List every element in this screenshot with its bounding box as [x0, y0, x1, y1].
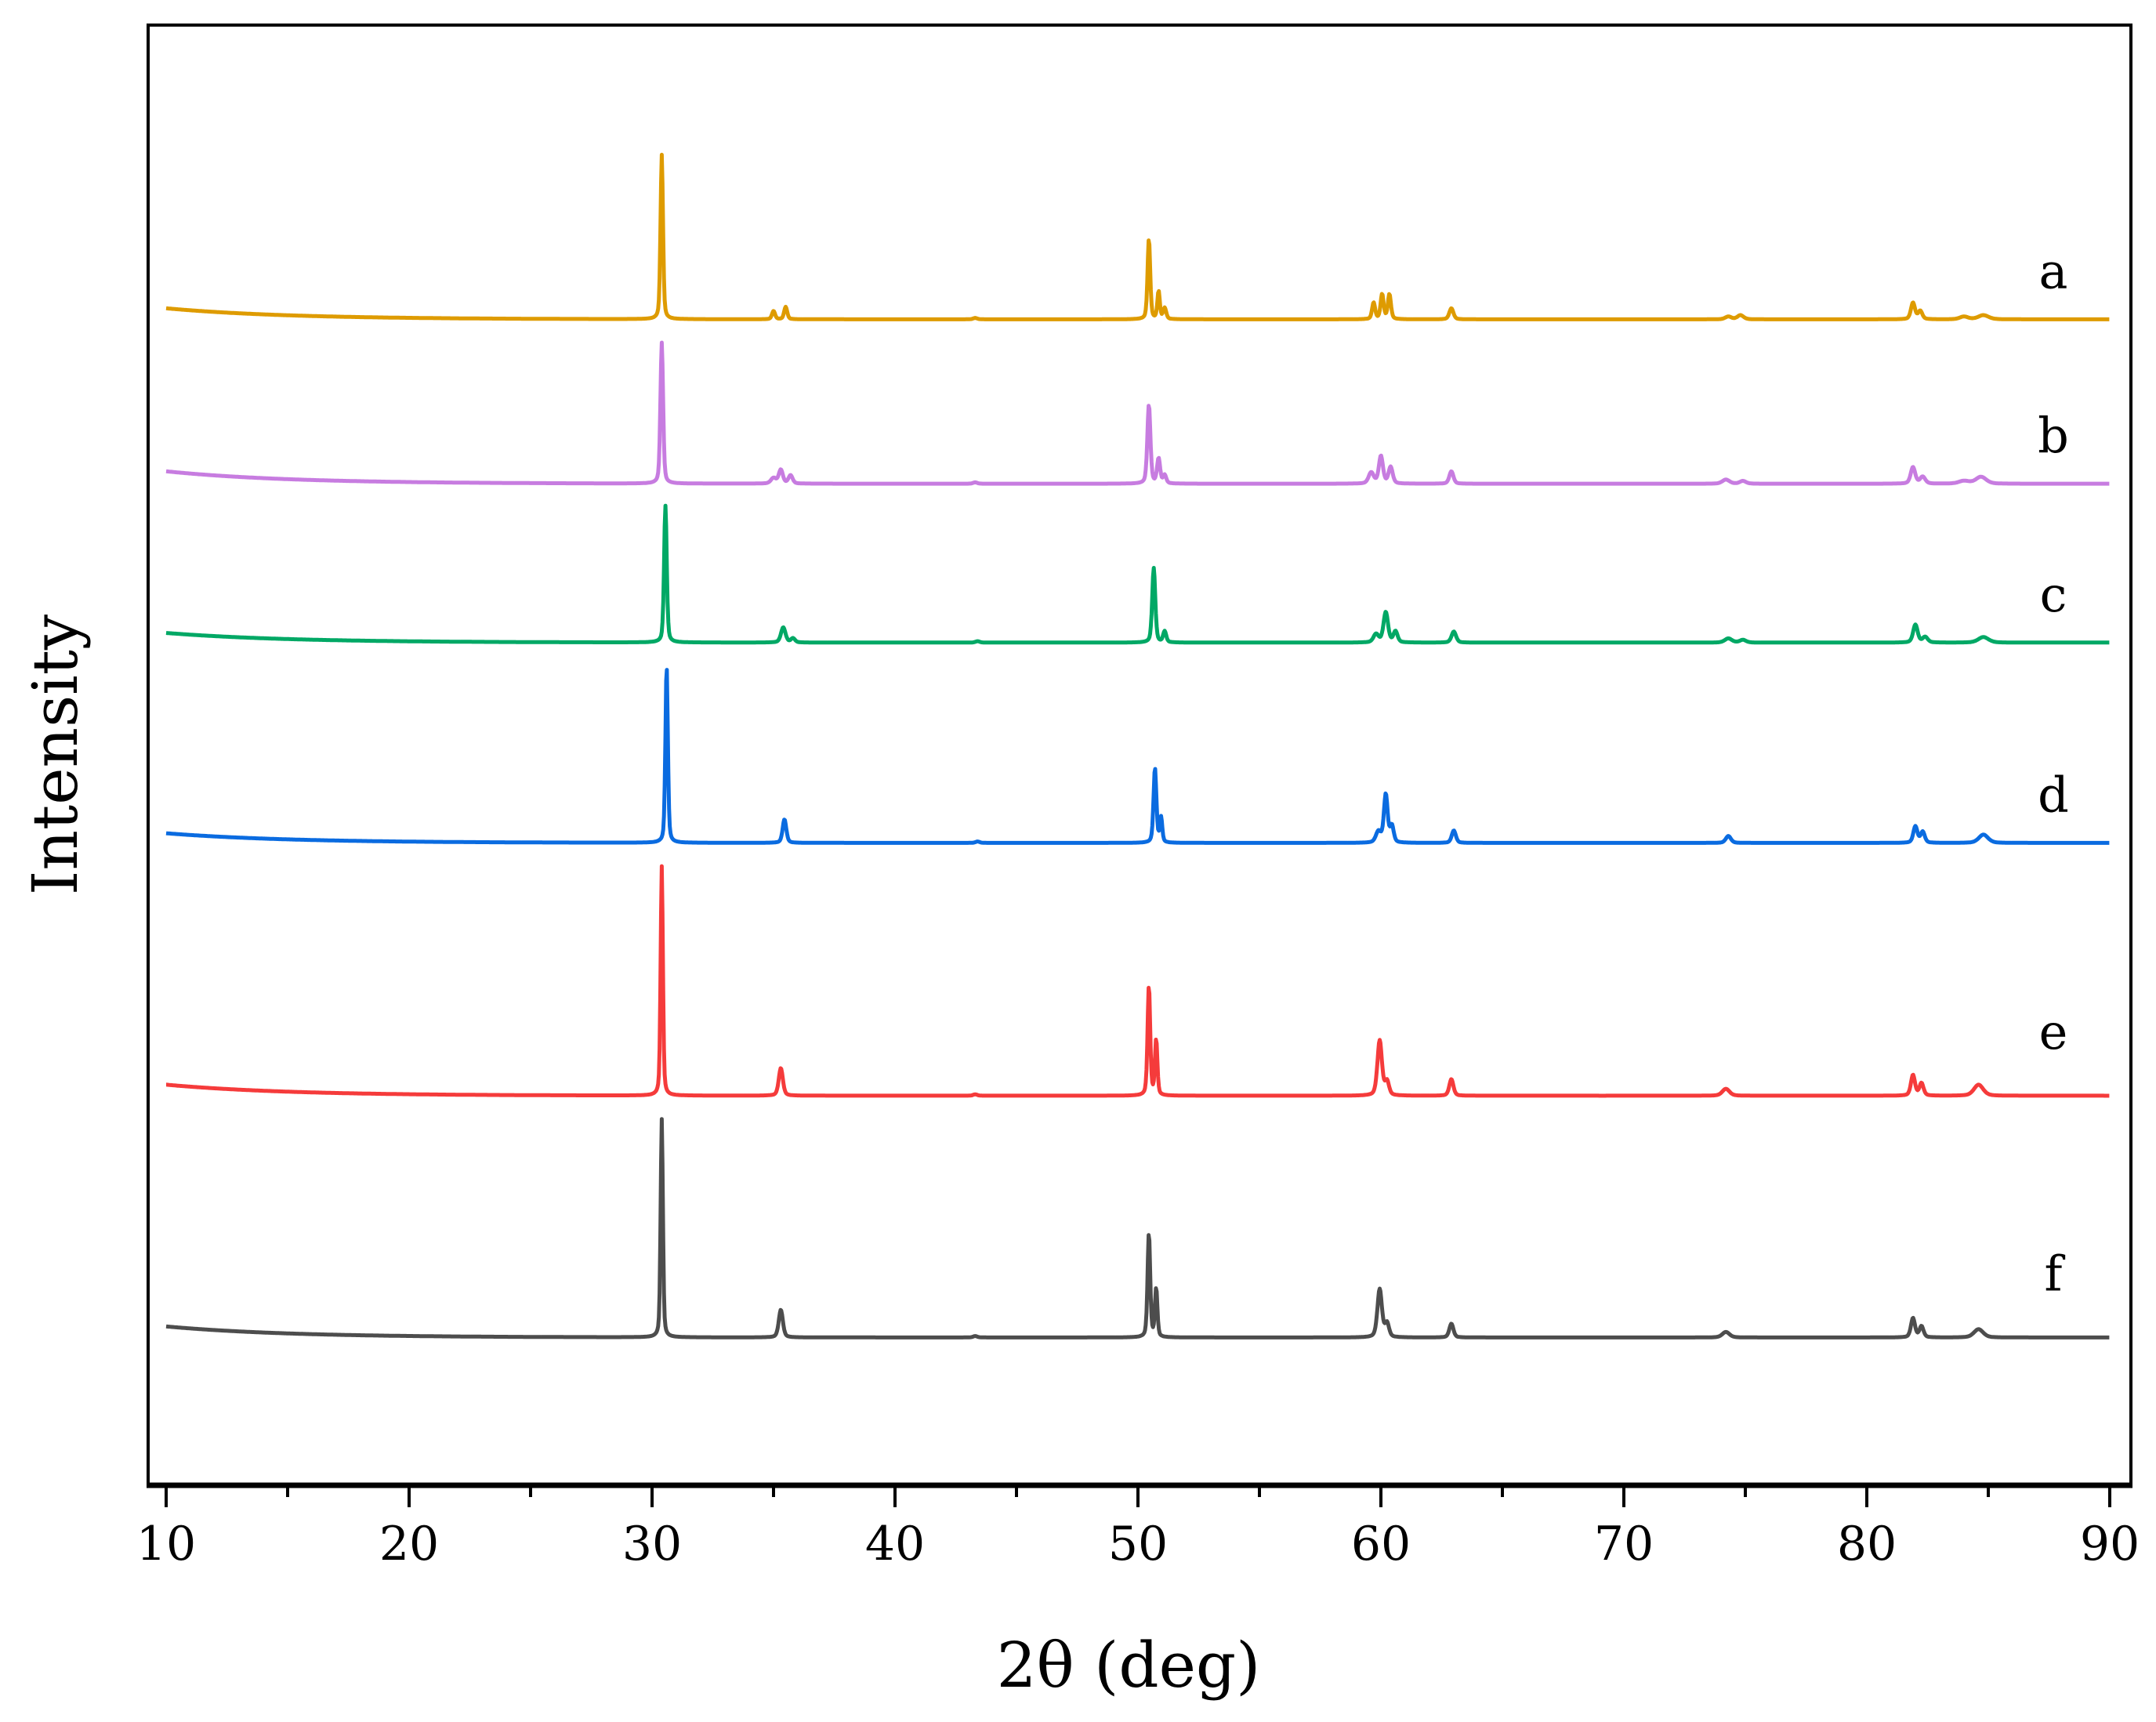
x-tick-label: 90: [2080, 1517, 2140, 1572]
series-line-a: [165, 152, 2111, 321]
plot-frame: [147, 24, 2132, 1487]
x-ticks: 10 20 30 40 50 60 70 80 90: [136, 1485, 2140, 1572]
series-line-b: [165, 340, 2111, 486]
series-label-a: a: [2039, 242, 2068, 299]
y-axis-title: Intensity: [19, 614, 92, 895]
x-tick-label: 70: [1594, 1517, 1654, 1572]
x-tick-label: 80: [1837, 1517, 1897, 1572]
series-line-d: [165, 668, 2111, 845]
x-tick-label: 40: [865, 1517, 925, 1572]
x-tick-label: 60: [1351, 1517, 1411, 1572]
series-layer: [165, 152, 2111, 1340]
x-axis-title: 2θ (deg): [997, 1629, 1261, 1702]
x-tick-label: 20: [379, 1517, 439, 1572]
x-tick-label: 30: [622, 1517, 682, 1572]
x-tick-label: 10: [136, 1517, 196, 1572]
x-tick-label: 50: [1108, 1517, 1168, 1572]
series-labels: a b c d e f: [2038, 242, 2069, 1302]
series-line-c: [165, 503, 2111, 645]
series-line-f: [165, 1117, 2111, 1340]
series-label-d: d: [2038, 766, 2069, 823]
series-line-e: [165, 864, 2111, 1098]
series-label-c: c: [2040, 566, 2067, 623]
series-label-b: b: [2038, 407, 2069, 464]
series-label-e: e: [2039, 1003, 2068, 1060]
series-label-f: f: [2045, 1245, 2066, 1302]
